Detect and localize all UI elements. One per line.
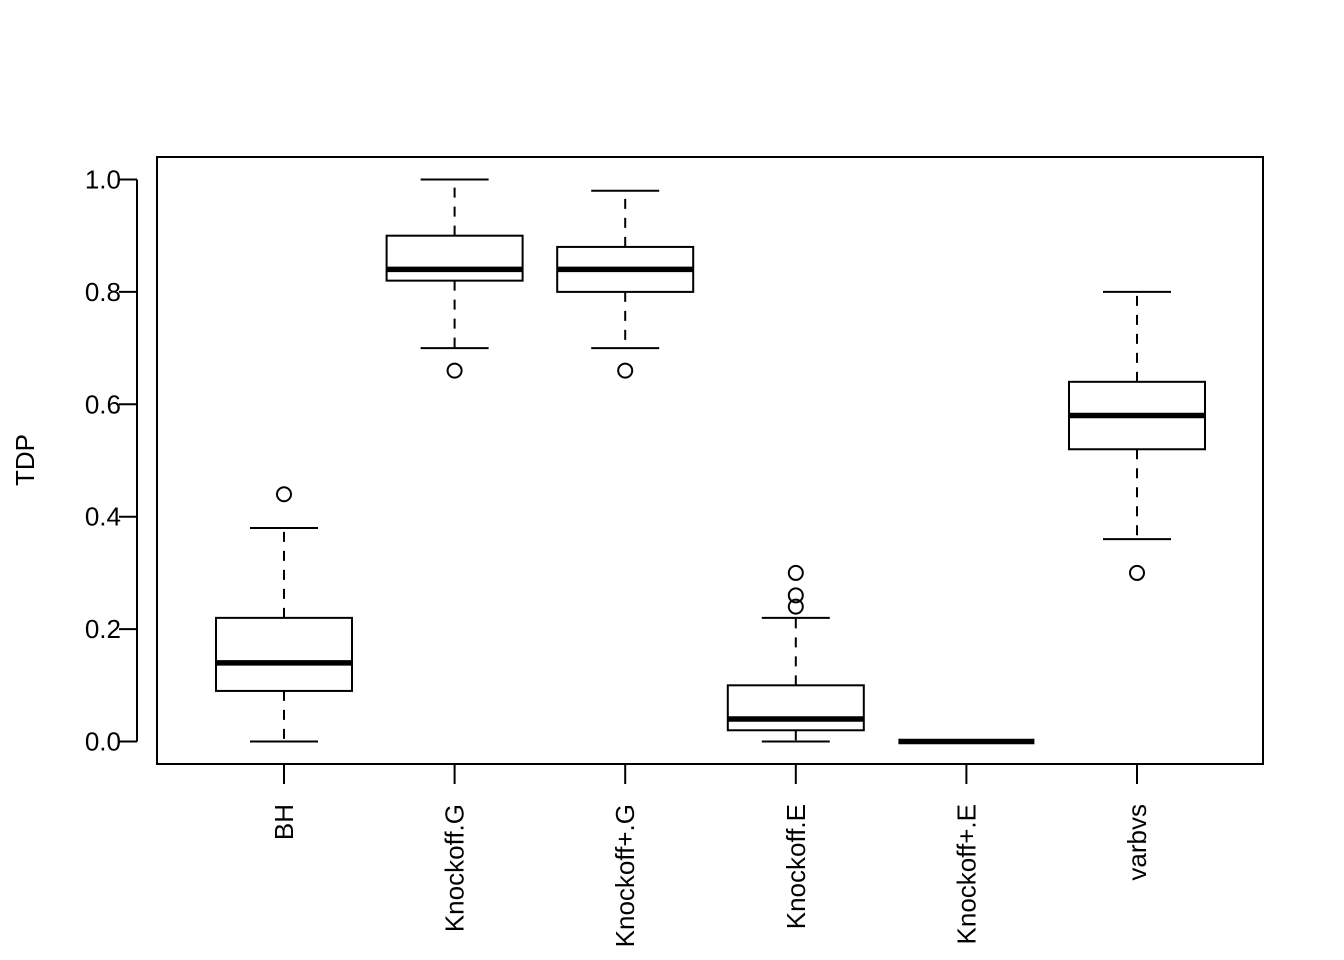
- outlier-point: [617, 362, 634, 379]
- outlier-point: [276, 486, 292, 503]
- x-tick-label: Knockoff+.E: [951, 804, 981, 944]
- x-tick-label: varbvs: [1122, 804, 1152, 881]
- boxes-group: [215, 178, 1206, 745]
- y-tick-label: 0.8: [85, 277, 121, 307]
- outlier-point: [787, 564, 804, 581]
- x-axis: BH Knockoff.G Knockoff+.G Knockoff.E Knockof…: [269, 764, 1152, 947]
- box-varbvs: [1068, 290, 1206, 581]
- y-tick-label: 0.4: [85, 502, 121, 532]
- y-tick-label: 0.6: [85, 389, 121, 419]
- y-tick-label: 0.2: [85, 614, 121, 644]
- outlier-point: [446, 362, 463, 379]
- y-axis-label: TDP: [10, 434, 40, 486]
- plot-frame: [156, 156, 1264, 765]
- box-knockoff-e: [726, 564, 865, 743]
- y-axis: 0.0 0.2 0.4 0.6 0.8 1.0: [85, 164, 138, 757]
- x-tick-label: Knockoff.E: [781, 804, 811, 929]
- box-knockoff-g: [556, 189, 695, 379]
- box-knockoff-g: [385, 178, 524, 379]
- outlier-point: [787, 598, 804, 615]
- y-tick-label: 0.0: [85, 727, 121, 757]
- outlier-point: [1129, 564, 1145, 581]
- outlier-point: [787, 587, 804, 604]
- x-tick-label: BH: [269, 804, 299, 840]
- iqr-box: [215, 616, 353, 692]
- iqr-box: [385, 234, 524, 282]
- x-tick-label: Knockoff.G: [440, 804, 470, 932]
- box-bh: [215, 486, 353, 743]
- y-tick-label: 1.0: [85, 164, 121, 194]
- x-tick-label: Knockoff+.G: [610, 804, 640, 947]
- iqr-box: [726, 684, 865, 732]
